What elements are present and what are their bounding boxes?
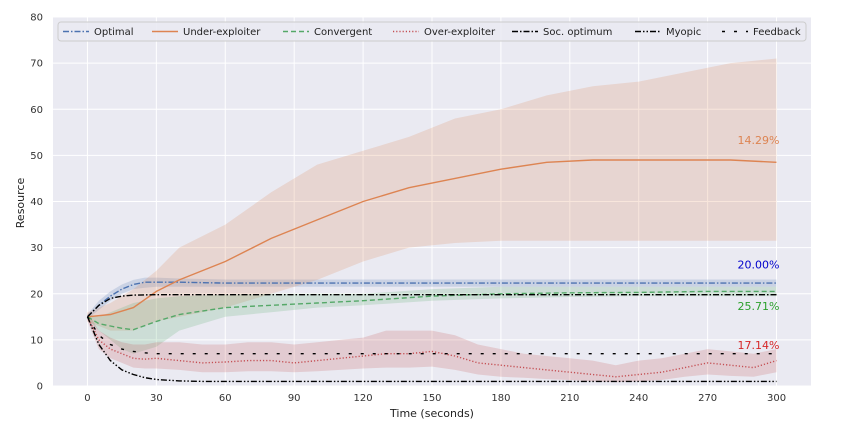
grid (53, 16, 811, 387)
x-axis-label: Time (seconds) (389, 407, 474, 420)
line-soc-optimum (87, 294, 777, 318)
line-convergent (87, 290, 777, 331)
y-tick-label: 30 (30, 243, 43, 254)
x-tick-label: 30 (150, 393, 163, 404)
y-tick-label: 10 (30, 335, 43, 346)
line-myopic (86, 316, 777, 383)
x-tick-label: 270 (698, 393, 717, 404)
y-axis-label: Resource (14, 178, 27, 229)
x-tick-label: 120 (354, 393, 373, 404)
annotation-label: 20.00% (737, 258, 779, 271)
annotation-label: 14.29% (737, 134, 779, 147)
line-optimal (87, 281, 777, 318)
legend-label: Over-exploiter (424, 27, 496, 38)
x-tick-label: 150 (422, 393, 441, 404)
y-tick-label: 70 (30, 59, 43, 70)
band-optimal (87, 277, 777, 320)
annotation-label: 17.14% (737, 339, 779, 352)
band-under-exploiter (87, 58, 777, 331)
annotations: 14.29% 20.00% 25.71% 17.14% (737, 134, 779, 352)
x-tick-label: 90 (288, 393, 301, 404)
confidence-bands (87, 58, 777, 383)
annotation-label: 25.71% (737, 300, 779, 313)
legend-label: Feedback (753, 27, 801, 38)
x-tick-label: 240 (629, 393, 648, 404)
y-tick-label: 60 (30, 105, 43, 116)
x-tick-label: 210 (560, 393, 579, 404)
y-tick-label: 0 (37, 382, 43, 393)
y-tick-label: 20 (30, 289, 43, 300)
y-tick-label: 50 (30, 151, 43, 162)
band-over-exploiter (87, 312, 777, 383)
band-convergent (87, 286, 777, 354)
series-lines (86, 159, 777, 383)
legend-label: Optimal (94, 27, 134, 38)
x-tick-label: 300 (767, 393, 786, 404)
x-tick-label: 0 (84, 393, 90, 404)
tick-labels: 0 30 60 90 120 150 180 210 240 270 300 0 10 20 30 40 50 6… (30, 13, 786, 405)
legend-label: Convergent (314, 27, 372, 38)
legend-label: Soc. optimum (543, 27, 612, 38)
y-tick-label: 40 (30, 197, 43, 208)
legend-box (57, 21, 807, 42)
x-tick-label: 60 (219, 393, 232, 404)
legend-label: Under-exploiter (183, 27, 261, 38)
x-tick-label: 180 (491, 393, 510, 404)
y-tick-label: 80 (30, 13, 43, 24)
legend: Optimal Under-exploiter Convergent Over-exp… (57, 21, 807, 42)
legend-label: Myopic (666, 27, 701, 38)
